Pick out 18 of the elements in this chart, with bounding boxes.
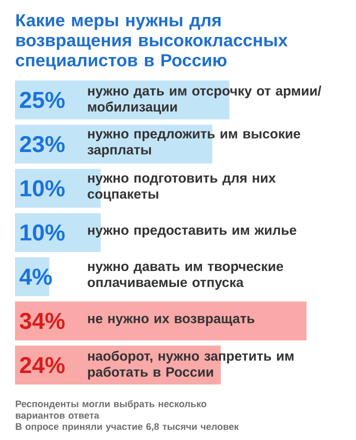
y-tick-label: нужно давать им творческие оплачиваемые отпуска xyxy=(88,264,284,290)
data-label: 23% xyxy=(20,136,65,152)
text: Респонденты могли выбрать несколько вариантов ответа xyxy=(16,400,206,421)
bar xyxy=(15,301,307,340)
data-label: 4% xyxy=(20,268,52,285)
y-tick-label: нужно предложить им высокие зарплаты xyxy=(88,131,300,158)
data-label: 10% xyxy=(20,224,65,241)
data-label: 34% xyxy=(20,312,65,330)
y-tick-label: нужно подготовить для них соцпакеты xyxy=(88,175,276,202)
y-tick-label: нужно дать им отсрочку от армии/ мобилизации xyxy=(88,86,322,114)
data-label: 25% xyxy=(20,92,65,108)
chart-title: Какие меры нужны для возвращения высококлассных специалистов в Россию xyxy=(16,14,288,70)
y-tick-label: нужно предоставить им жилье xyxy=(88,227,296,238)
y-tick-label: не нужно их возвращать xyxy=(88,316,254,326)
data-label: 24% xyxy=(20,356,65,374)
data-label: 10% xyxy=(20,180,65,196)
y-tick-label: наоборот, нужно запретить им работать в России xyxy=(88,350,294,380)
text: В опросе приняли участие 6,8 тысячи человек xyxy=(16,423,239,432)
